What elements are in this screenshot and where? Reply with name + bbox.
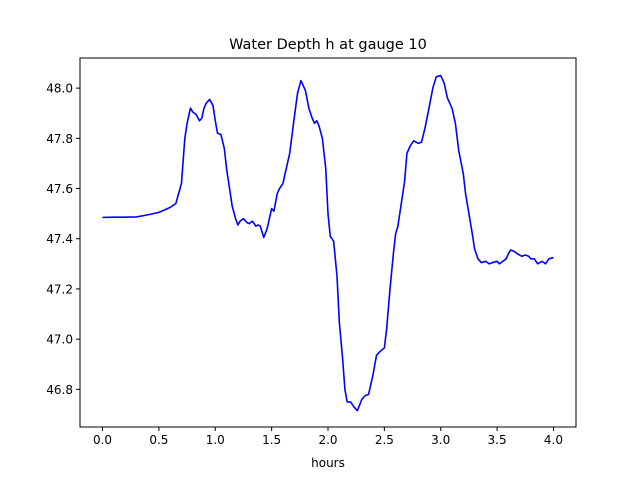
axes-frame [79,57,577,428]
x-tick-label: 2.5 [375,433,394,447]
y-tick-label: 47.2 [46,282,73,296]
x-tick-label: 1.5 [262,433,281,447]
y-tick-label: 46.8 [46,383,73,397]
series-line-0 [102,74,554,412]
y-tick-label: 48.0 [46,82,73,96]
x-axis-label: hours [311,456,345,470]
chart-title: Water Depth h at gauge 10 [229,37,427,53]
y-tick-label: 47.4 [46,232,73,246]
x-tick-label: 0.5 [149,433,168,447]
x-tick-label: 3.5 [488,433,507,447]
plot-area: 0.0 0.5 1.0 1.5 2.0 2.5 3.0 3.5 4.0 46.8 47.0 47.2 4… [46,57,577,447]
x-tick-label: 3.0 [431,433,450,447]
y-tick-label: 47.8 [46,132,73,146]
x-tick-label: 2.0 [318,433,337,447]
y-tick-label: 47.0 [46,333,73,347]
x-tick-label: 4.0 [544,433,563,447]
x-tick-label: 1.0 [206,433,225,447]
y-tick-label: 47.6 [46,182,73,196]
x-tick-label: 0.0 [93,433,112,447]
